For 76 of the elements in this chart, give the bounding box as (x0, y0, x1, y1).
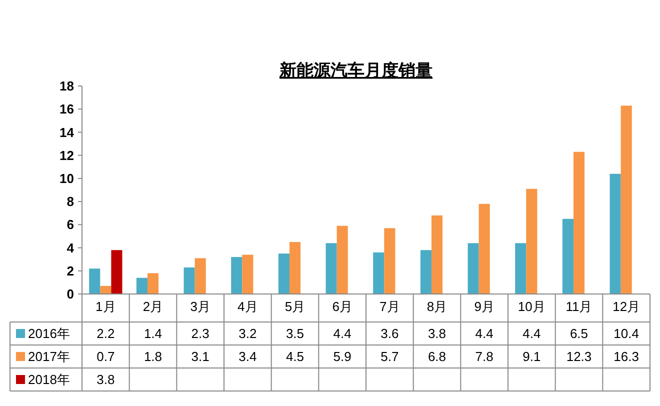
bar (515, 243, 526, 294)
data-label: 5.9 (333, 349, 352, 364)
data-label: 9.1 (522, 349, 541, 364)
x-tick-label: 5月 (284, 299, 306, 314)
data-label: 3.4 (238, 349, 257, 364)
y-tick-label: 10 (60, 170, 74, 186)
legend-label: 2016年 (28, 326, 70, 342)
bar (526, 188, 538, 294)
y-tick-label: 6 (66, 217, 74, 232)
bar (100, 286, 112, 294)
x-tick-label: 6月 (332, 299, 352, 314)
x-tick-label: 12月 (612, 299, 640, 314)
legend-label: 2018年 (28, 372, 70, 388)
data-label: 6.5 (570, 326, 588, 342)
bar (573, 152, 585, 294)
bar (147, 273, 159, 294)
x-tick-label: 4月 (238, 299, 258, 314)
bar (194, 258, 206, 294)
bar (326, 243, 337, 294)
data-label: 3.6 (380, 326, 399, 342)
bar (478, 204, 490, 294)
data-label: 3.5 (286, 326, 304, 342)
data-label: 2.2 (96, 326, 115, 342)
data-label: 3.8 (96, 372, 115, 388)
y-tick-label: 12 (60, 148, 74, 163)
x-tick-label: 3月 (190, 299, 210, 314)
bar (420, 250, 432, 294)
bar (111, 250, 122, 294)
data-label: 4.4 (475, 326, 494, 342)
bar (136, 278, 148, 294)
bar (384, 228, 396, 294)
bar (373, 252, 384, 294)
bar (620, 106, 632, 294)
data-label: 3.1 (191, 349, 210, 364)
bar (278, 254, 290, 294)
data-label: 12.3 (566, 349, 592, 364)
data-label: 0.7 (96, 349, 115, 364)
data-label: 16.3 (614, 349, 639, 364)
bar (242, 254, 254, 294)
y-tick-label: 8 (66, 194, 74, 210)
x-tick-label: 1月 (96, 299, 116, 314)
chart-title: 新能源汽车月度销量 (278, 61, 432, 80)
y-tick-label: 16 (60, 102, 74, 117)
bar (468, 243, 479, 294)
bar (610, 174, 621, 294)
data-label: 3.8 (428, 326, 446, 342)
y-tick-label: 14 (60, 124, 75, 140)
y-tick-label: 0 (66, 286, 74, 302)
bar (289, 242, 301, 294)
x-tick-label: 10月 (518, 299, 546, 314)
bar (89, 268, 100, 294)
bar (562, 218, 574, 294)
legend-label: 2017年 (28, 349, 70, 364)
x-tick-label: 8月 (426, 299, 448, 314)
data-label: 6.8 (428, 349, 446, 364)
data-label: 2.3 (191, 326, 210, 342)
data-label: 1.8 (144, 349, 162, 364)
data-label: 3.2 (238, 326, 257, 342)
x-tick-label: 2月 (142, 299, 164, 314)
x-tick-label: 7月 (380, 299, 400, 314)
data-label: 4.4 (522, 326, 541, 342)
data-label: 1.4 (144, 326, 162, 342)
y-tick-label: 4 (66, 240, 75, 256)
data-label: 4.4 (333, 326, 352, 342)
bar (184, 267, 195, 294)
data-label: 4.5 (286, 349, 304, 364)
x-tick-label: 9月 (474, 299, 494, 314)
y-tick-label: 18 (60, 78, 74, 94)
x-tick-label: 11月 (566, 299, 592, 314)
y-tick-label: 2 (66, 263, 74, 278)
bar (431, 215, 443, 294)
data-label: 5.7 (380, 349, 399, 364)
bar (231, 257, 242, 294)
bar (336, 226, 348, 294)
data-label: 10.4 (614, 326, 639, 342)
data-label: 7.8 (475, 349, 494, 364)
